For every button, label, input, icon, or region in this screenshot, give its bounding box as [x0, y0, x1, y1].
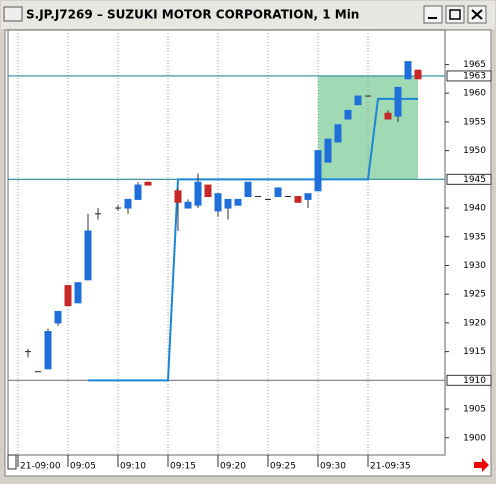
candle-body	[184, 201, 192, 209]
candle-body	[304, 193, 312, 200]
level-label-box	[446, 173, 492, 185]
candle-body	[44, 331, 52, 370]
candle-body	[124, 198, 132, 209]
level-label-box	[446, 374, 492, 386]
level-label: 1910	[463, 376, 486, 386]
candle-body	[144, 181, 152, 186]
candle-body	[74, 282, 82, 304]
target-zone	[318, 75, 418, 180]
candle-body	[384, 112, 392, 120]
candle-body	[274, 187, 282, 198]
candle-body	[294, 196, 302, 203]
maximize-button[interactable]	[445, 5, 465, 24]
candle-body	[324, 138, 332, 163]
y-tick-label: 1935	[463, 232, 486, 242]
scroll-box[interactable]	[7, 454, 17, 470]
level-label: 1945	[463, 175, 486, 185]
x-tick-label: 09:25	[270, 462, 296, 472]
candle-body	[174, 190, 182, 203]
candle-body	[234, 198, 242, 206]
y-tick-label: 1925	[463, 290, 486, 300]
candle-body	[314, 150, 322, 192]
y-tick-label: 1915	[463, 347, 486, 357]
candle-body	[404, 61, 412, 80]
x-tick-label: 09:20	[220, 462, 246, 472]
indicator-line	[88, 97, 418, 382]
candle-body	[244, 181, 252, 198]
y-tick-label: 1960	[463, 89, 486, 99]
window-buttons[interactable]	[423, 5, 487, 24]
x-tick-label: 09:30	[320, 462, 346, 472]
candle-body	[414, 69, 422, 80]
close-icon	[471, 9, 483, 20]
x-tick-label: 21-09:00	[20, 462, 61, 472]
level-label-box	[446, 70, 492, 82]
title-bar	[1, 1, 495, 29]
window-title: S.JP.J7269 – SUZUKI MOTOR CORPORATION, 1…	[26, 8, 359, 22]
y-tick-label: 1955	[463, 117, 486, 127]
y-tick-label: 1900	[463, 433, 486, 443]
candle-body	[344, 109, 352, 120]
candle-body	[354, 95, 362, 106]
y-tick-label: 1965	[463, 60, 486, 70]
y-tick-label: 1905	[463, 405, 486, 415]
level-label: 1963	[463, 71, 486, 81]
scroll-arrow[interactable]	[474, 458, 489, 472]
app-icon	[3, 6, 23, 22]
maximize-icon	[449, 9, 461, 20]
plot: 21-09:00 09:05 09:10 09:15 09:20 09:25 09:30 21…	[8, 30, 492, 472]
candle-body	[214, 193, 222, 212]
candle-body	[334, 124, 342, 143]
y-tick-label: 1930	[463, 261, 486, 271]
minimize-button[interactable]	[423, 5, 443, 24]
x-tick-label: 09:05	[70, 462, 96, 472]
candle-body	[204, 184, 212, 198]
candle-body	[54, 310, 62, 324]
candle-body	[224, 198, 232, 209]
candle-body	[84, 230, 92, 281]
y-tick-label: 1950	[463, 146, 486, 156]
candle-body	[134, 184, 142, 200]
candle-body	[64, 285, 72, 307]
y-tick-label: 1920	[463, 318, 486, 328]
x-tick-label: 09:15	[170, 462, 196, 472]
x-tick-label: 09:10	[120, 462, 146, 472]
y-tick-label: 1940	[463, 204, 486, 214]
candle-body	[394, 86, 402, 117]
x-tick-label: 21-09:35	[370, 462, 411, 472]
candle-body	[194, 181, 202, 206]
